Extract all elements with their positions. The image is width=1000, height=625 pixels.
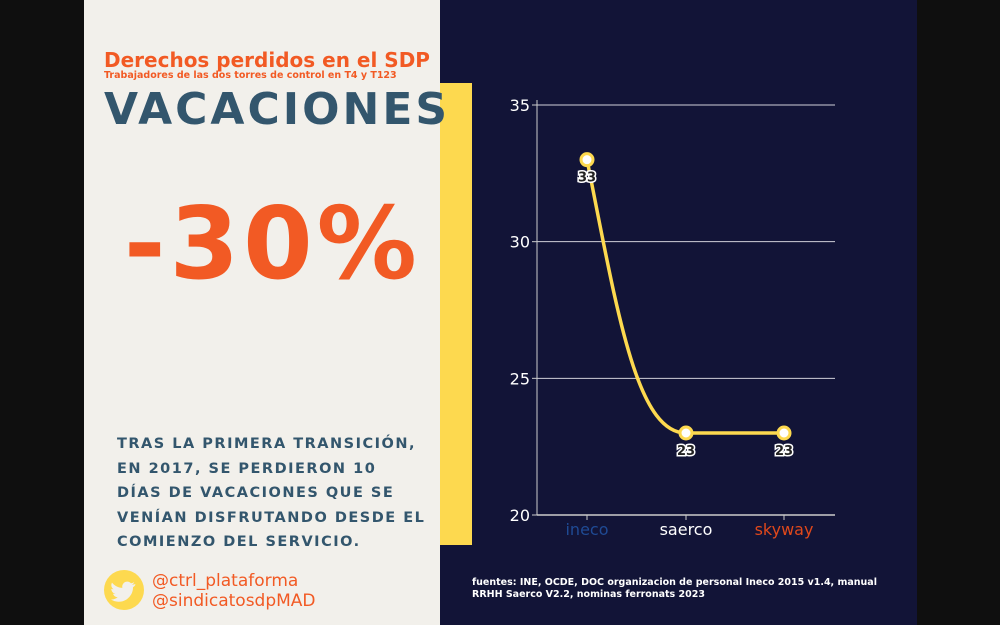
data-label: 23 <box>775 444 793 459</box>
x-tick-label: ineco <box>565 520 608 539</box>
subtitle: Trabajadores de las dos torres de contro… <box>104 70 397 81</box>
left-panel <box>84 0 440 625</box>
data-label: 23 <box>677 444 695 459</box>
series-line <box>585 159 784 435</box>
topic-heading: VACACIONES <box>104 84 451 135</box>
y-tick-label: 35 <box>510 96 530 115</box>
twitter-handle[interactable]: @ctrl_plataforma <box>152 571 299 591</box>
headline-value: -30% <box>124 185 421 302</box>
x-tick-label: saerco <box>660 520 713 539</box>
y-tick-label: 20 <box>510 506 530 525</box>
twitter-handle[interactable]: @sindicatosdpMAD <box>152 591 316 611</box>
right-panel <box>440 0 917 625</box>
x-tick-label: skyway <box>755 520 814 539</box>
data-point <box>678 425 694 441</box>
title: Derechos perdidos en el SDP <box>104 48 430 72</box>
sources-note: fuentes: INE, OCDE, DOC organizacion de … <box>472 577 877 600</box>
y-tick-label: 30 <box>510 233 530 252</box>
data-point <box>579 152 595 168</box>
data-point <box>776 425 792 441</box>
description: TRAS LA PRIMERA TRANSICIÓN, EN 2017, SE … <box>117 436 426 550</box>
data-label: 33 <box>578 171 596 186</box>
y-tick-label: 25 <box>510 369 530 388</box>
accent-bar <box>440 83 472 545</box>
twitter-icon <box>104 570 144 610</box>
